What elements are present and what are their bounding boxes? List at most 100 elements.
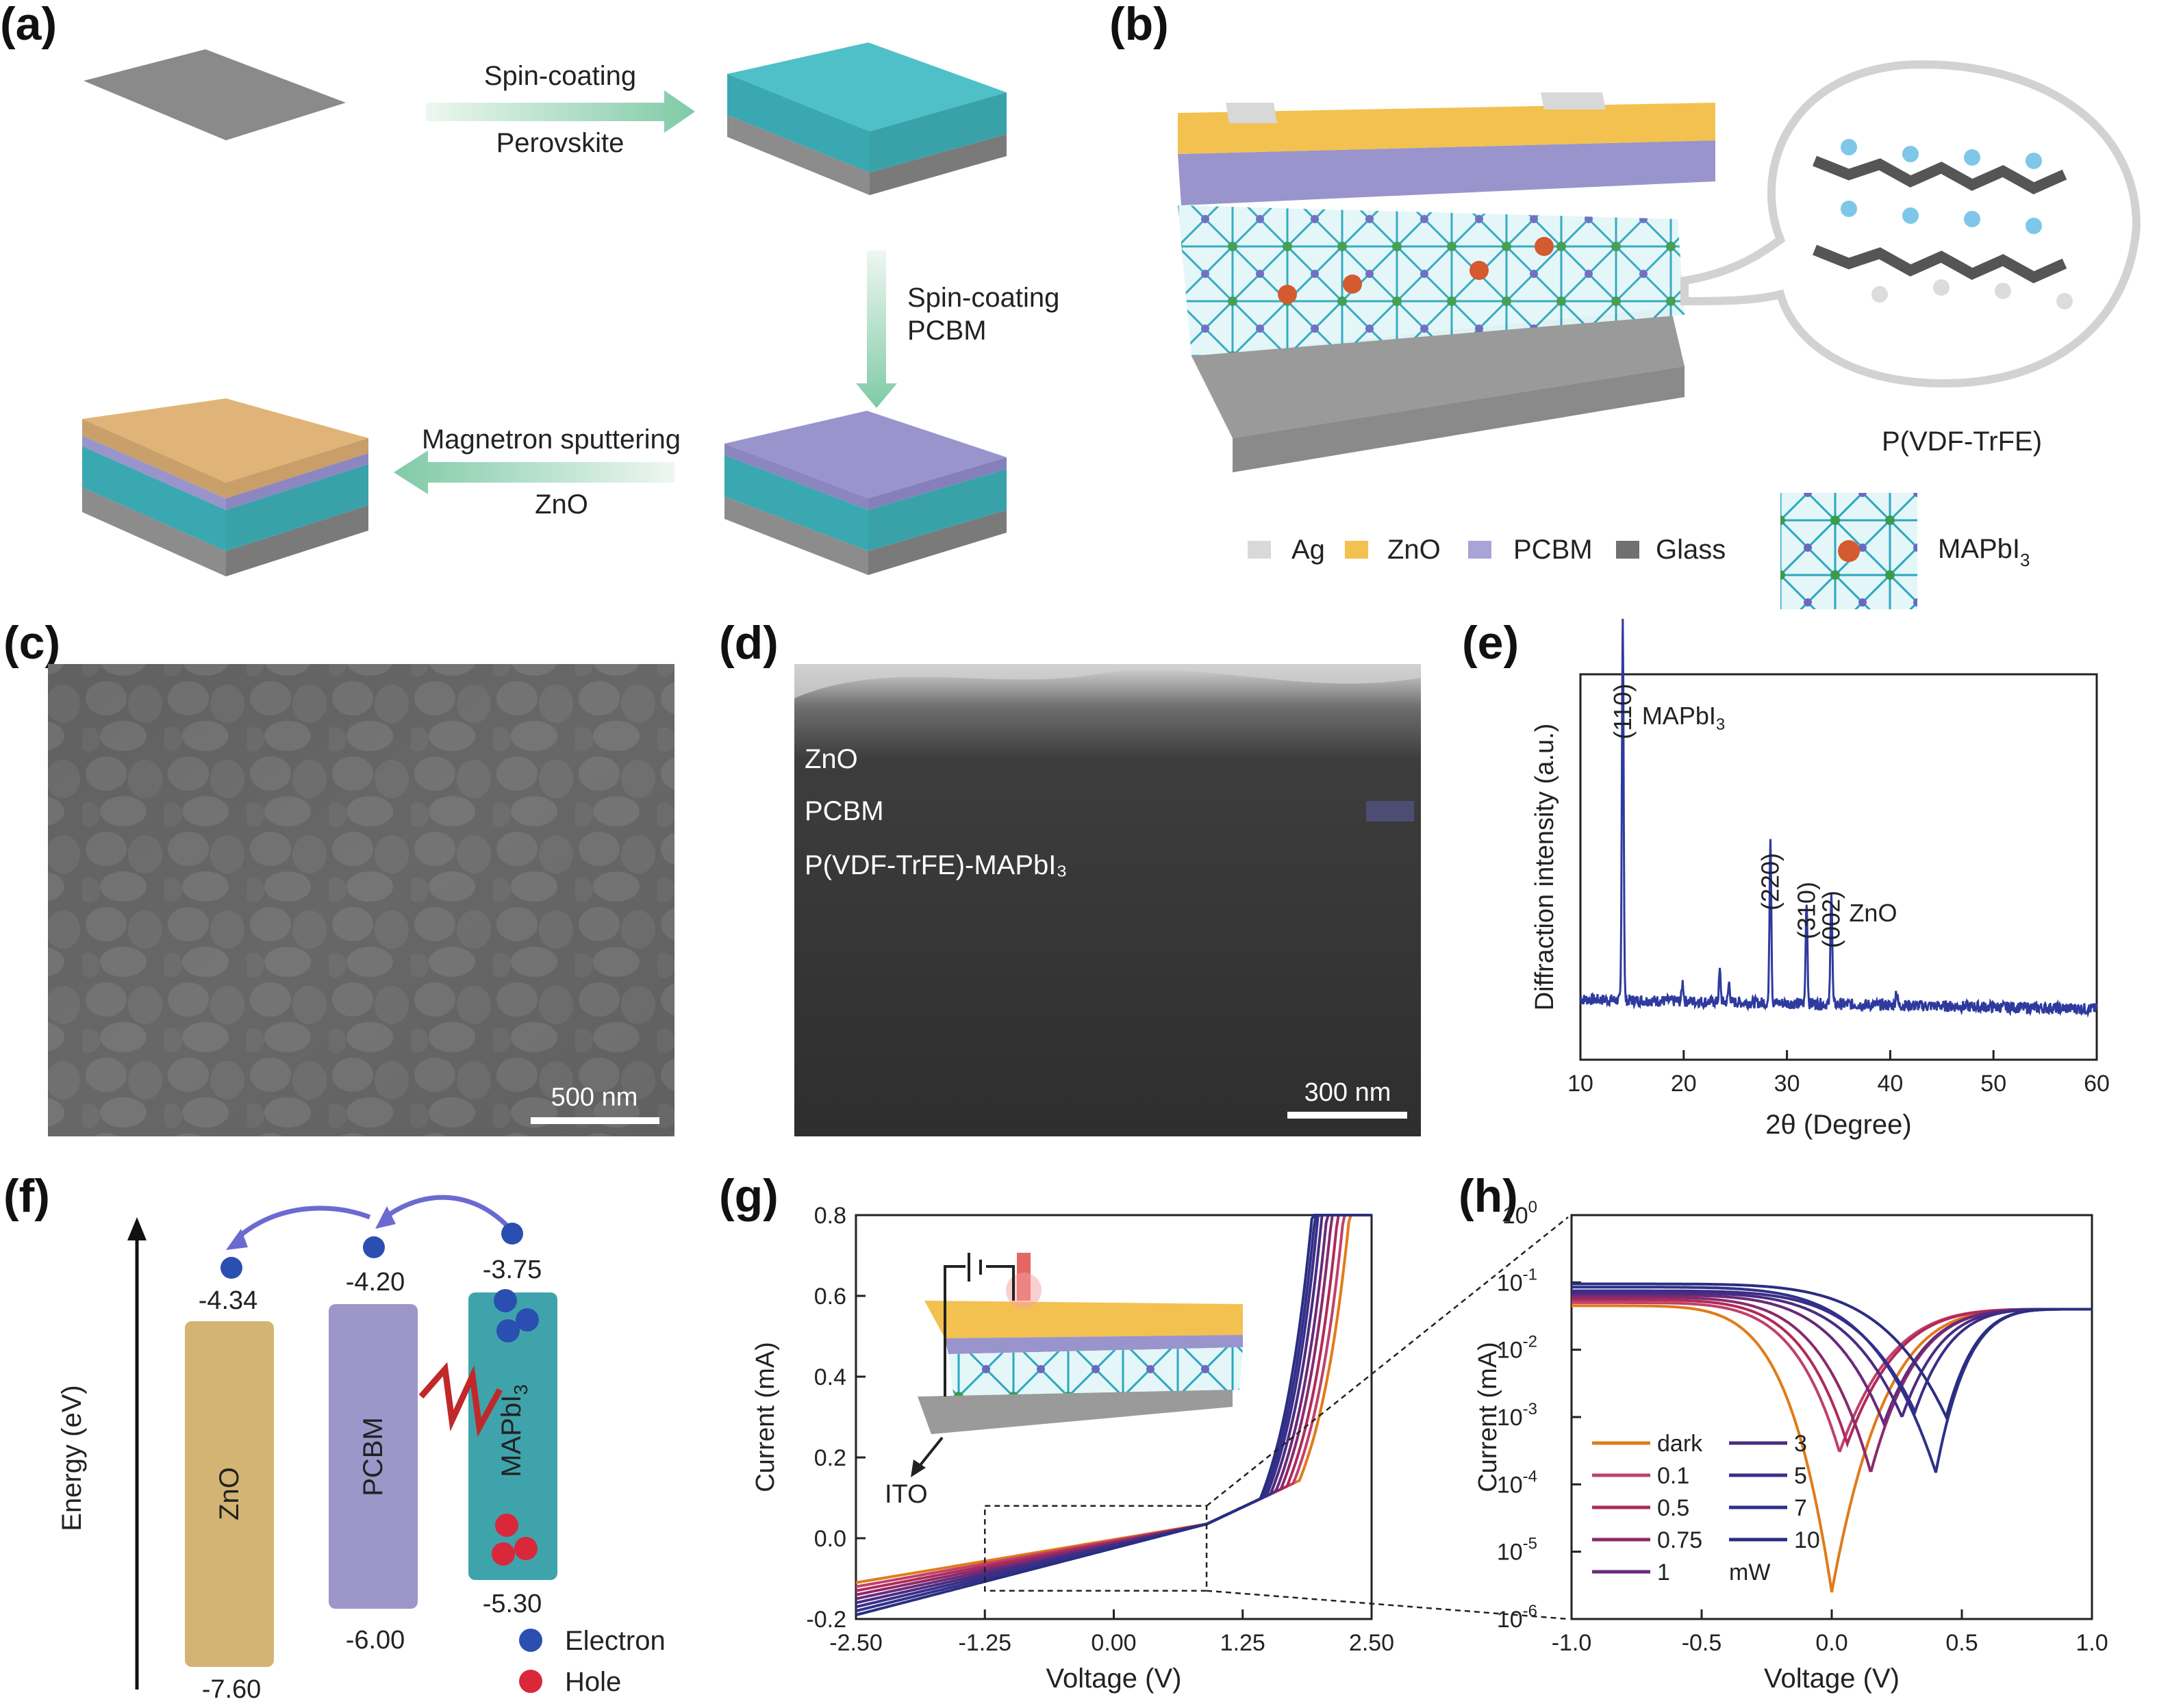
sem-top-view: 500 nm [48,664,674,1136]
legend-label-zno: ZnO [1387,535,1441,565]
iv-linear-series-10 [855,1214,1372,1617]
electron-legend-label: Electron [565,1626,666,1656]
mapbi-lumo-value: -3.75 [483,1255,542,1284]
sem-cross-section: ZnO PCBM P(VDF-TrFE)-MAPbI₃ 300 nm [794,664,1421,1136]
mapbi-homo-value: -5.30 [483,1590,542,1618]
scale-bar-c-label: 500 nm [551,1083,638,1112]
iv-log-ytick-label: 10-6 [1497,1602,1537,1633]
iv-log-legend-label-3: 3 [1794,1431,1807,1457]
iv-linear-ytick-label: 0.4 [814,1364,846,1390]
electron-in-band [516,1308,539,1331]
scale-bar-d-label: 300 nm [1304,1078,1391,1107]
iv-log-legend-label-7: 7 [1794,1495,1807,1521]
zno-band-label: ZnO [214,1467,244,1520]
iv-linear-xlabel: Voltage (V) [1046,1664,1182,1694]
xrd-xtick-label: 30 [1774,1071,1800,1097]
iv-linear-ytick-label: 0.8 [814,1203,846,1229]
iv-log-legend-label-0.5: 0.5 [1657,1495,1689,1521]
hole-in-band [495,1514,518,1537]
iv-linear-xtick-label: 2.50 [1349,1630,1394,1656]
inset-device [911,1253,1243,1477]
scale-bar-c [531,1117,659,1124]
xrd-ylabel: Diffraction intensity (a.u.) [1530,724,1559,1011]
iv-log-ytick-label: 10-5 [1497,1535,1537,1566]
electron-marker-pcbm [363,1236,385,1258]
iv-log-ytick-label: 10-3 [1497,1400,1537,1431]
iv-log-xtick-label: -1.0 [1552,1630,1592,1656]
iv-log-legend-label-dark: dark [1657,1431,1703,1457]
iv-log-xlabel: Voltage (V) [1764,1664,1900,1694]
xrd-xlabel: 2θ (Degree) [1765,1110,1911,1140]
step1-bottom-label: Perovskite [496,128,625,158]
iv-log-ytick-label: 10-1 [1497,1265,1537,1296]
iv-log-legend-unit: mW [1729,1559,1770,1585]
hole-legend-label: Hole [565,1667,621,1697]
mapbi-band-label: MAPbI3 [496,1384,531,1477]
material-legend: Ag ZnO PCBM Glass [1248,535,1726,565]
pcbm-lumo-value: -4.20 [346,1268,405,1297]
energy-transfer-zigzag [418,1362,503,1438]
iv-linear-xtick-label: -2.50 [829,1630,883,1656]
iv-log-legend-label-5: 5 [1794,1463,1807,1489]
scale-bar-d [1287,1112,1407,1119]
iv-log-xtick-label: 0.0 [1815,1630,1847,1656]
xrd-peak-310-label: (310) [1792,882,1820,939]
hole-in-band [492,1542,515,1566]
iv-linear-xtick-label: -1.25 [959,1630,1012,1656]
xrd-peak-220-label: (220) [1756,853,1784,910]
step3-top-label: Magnetron sputtering [422,424,681,455]
iv-log-chart: -1.0 -0.5 0.0 0.5 1.0 100 10-1 10-2 10-3 10-4 10-5… [1474,1198,2108,1694]
legend-label-glass: Glass [1656,535,1726,565]
crystal-icon [1780,493,1917,609]
pcbm-band-label: PCBM [358,1417,388,1496]
electron-transfer-arrow-1 [234,1206,371,1241]
iv-log-ytick-label: 10-4 [1497,1467,1537,1498]
crystal-label: MAPbI3 [1938,534,2030,570]
arrowhead-2 [375,1206,396,1229]
iv-log-legend-label-10: 10 [1794,1527,1820,1553]
electron-in-band [496,1319,520,1342]
panel-h-label: (h) [1459,1170,1518,1222]
iv-linear-ytick-label: 0.0 [814,1526,846,1552]
xrd-chart: 10 20 30 40 50 60 2θ (Degree) Diffraction inten… [1530,618,2110,1140]
pcbm-band [329,1304,418,1609]
xrd-xtick-label: 50 [1980,1071,2006,1097]
xrd-peak-002-label: (002) [1817,891,1845,948]
arrow-step2 [856,251,897,408]
xrd-series-line [1579,618,2098,1018]
iv-log-series-dark [1572,1304,2092,1593]
electron-transfer-arrow-2 [381,1195,509,1227]
xrd-frame [1579,673,2098,1061]
energy-axis-arrowhead [127,1217,147,1240]
zoom-line-top [1206,1216,1569,1507]
step2-top-label: Spin-coating [907,283,1059,313]
iv-log-legend-label-0.75: 0.75 [1657,1527,1702,1553]
iv-log-series-0.1 [1572,1301,2092,1453]
electron-marker-zno [220,1257,242,1279]
panel-d-label: (d) [719,617,779,669]
panel-g-label: (g) [719,1170,779,1222]
polymer-label: P(VDF-TrFE) [1882,426,2042,457]
legend-swatch-pcbm [1468,541,1491,559]
zoom-line-bottom [1206,1590,1569,1620]
xrd-xtick-label: 60 [2084,1071,2110,1097]
xrd-peak-110-label: (110) [1609,684,1637,739]
electron-marker-mapbi [501,1223,523,1245]
substrate-pcbm [724,411,1007,575]
panel-e-label: (e) [1462,617,1519,669]
energy-axis-label: Energy (eV) [57,1385,87,1531]
iv-log-ylabel: Current (mA) [1474,1342,1502,1492]
panel-f-label: (f) [3,1170,50,1222]
xrd-xtick-label: 10 [1567,1071,1593,1097]
substrate-perovskite [727,42,1007,195]
zno-lumo-value: -4.34 [199,1286,258,1315]
mapbi-band [468,1292,557,1580]
hole-legend-marker [519,1670,542,1693]
iv-linear-chart: -2.50 -1.25 0.00 1.25 2.50 -0.2 0.0 0.2 0.4 0.6 0.… [751,1203,1569,1694]
ito-label: ITO [885,1480,928,1509]
electron-in-band [494,1289,517,1312]
xrd-phase-label: MAPbI3 [1642,702,1725,734]
iv-log-legend-label-0.1: 0.1 [1657,1463,1689,1489]
iv-log-xtick-label: 0.5 [1945,1630,1978,1656]
